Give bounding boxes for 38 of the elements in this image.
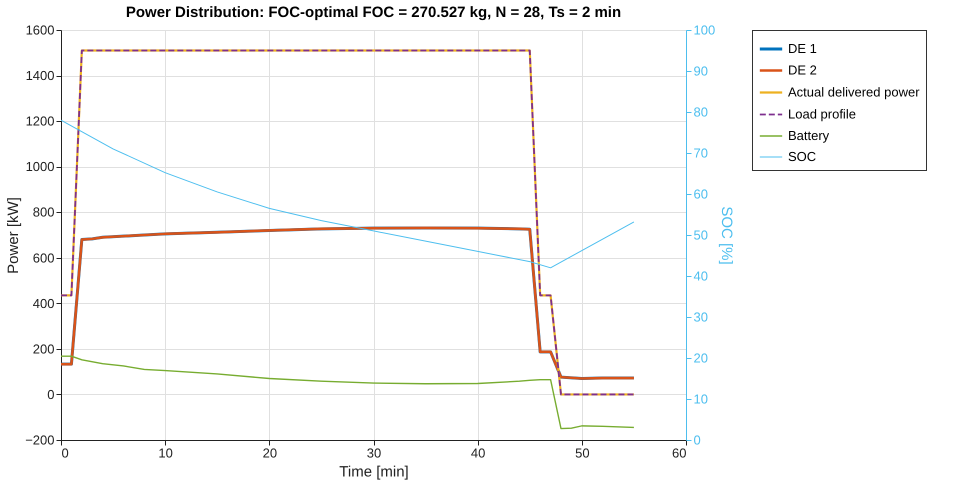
y-tick-label: −200 bbox=[25, 432, 54, 448]
x-tick-label: 50 bbox=[575, 446, 590, 460]
legend-label: SOC bbox=[788, 149, 816, 164]
x-tick-label: 60 bbox=[672, 446, 686, 460]
legend-label: DE 2 bbox=[788, 62, 817, 78]
y2-tick-label: 70 bbox=[694, 146, 708, 160]
x-tick-label: 30 bbox=[366, 446, 382, 460]
y-tick-label: 200 bbox=[32, 341, 54, 356]
y-axis-title: Power [kW] bbox=[5, 197, 22, 274]
x-axis-title: Time [min] bbox=[339, 464, 409, 480]
y-tick-label: 400 bbox=[32, 296, 54, 311]
x-tick-label: 0 bbox=[62, 446, 69, 460]
y2-tick-label: 30 bbox=[694, 310, 708, 324]
y-tick-label: 1400 bbox=[26, 68, 54, 84]
y2-tick-label: 100 bbox=[694, 22, 716, 38]
x-tick-label: 20 bbox=[262, 446, 278, 460]
y-tick-label: 600 bbox=[32, 250, 54, 266]
y-tick-label: 0 bbox=[47, 386, 54, 402]
y2-tick-label: 80 bbox=[694, 104, 708, 120]
y2-tick-label: 60 bbox=[694, 186, 708, 202]
legend-label: Battery bbox=[788, 128, 830, 143]
y-tick-label: 1000 bbox=[26, 159, 54, 174]
y2-tick-label: 90 bbox=[694, 64, 708, 78]
x-tick-label: 10 bbox=[158, 446, 173, 460]
y2-axis-title: SOC [%] bbox=[718, 206, 736, 265]
y2-tick-label: 50 bbox=[694, 228, 708, 242]
legend-label: DE 1 bbox=[788, 41, 817, 56]
y2-tick-label: 20 bbox=[694, 350, 708, 366]
y2-tick-label: 0 bbox=[694, 432, 701, 448]
chart-title: Power Distribution: FOC-optimal FOC = 270.527 kg, N = 28, Ts = 2 min bbox=[126, 4, 622, 21]
y-tick-label: 1200 bbox=[26, 114, 54, 129]
y2-tick-label: 10 bbox=[694, 392, 708, 406]
legend-label: Actual delivered power bbox=[788, 84, 920, 100]
y2-tick-label: 40 bbox=[694, 268, 708, 284]
y-tick-label: 800 bbox=[32, 204, 54, 220]
legend-label: Load profile bbox=[788, 106, 856, 122]
y-tick-label: 1600 bbox=[26, 22, 54, 38]
x-tick-label: 40 bbox=[470, 446, 486, 460]
